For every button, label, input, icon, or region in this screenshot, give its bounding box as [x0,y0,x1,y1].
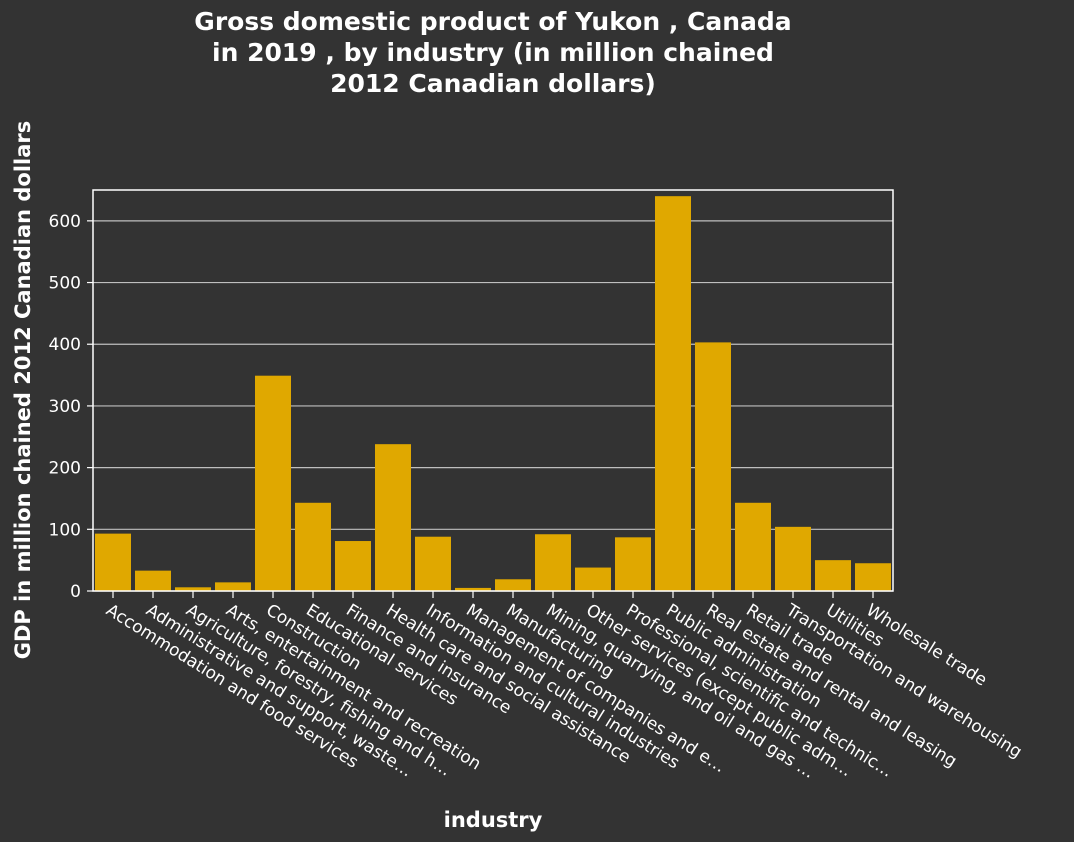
y-tick-label: 600 [49,212,81,232]
bar [95,533,131,591]
grid-lines [93,220,893,592]
chart-title-line: in 2019 , by industry (in million chaine… [212,38,774,67]
y-tick-label: 200 [49,459,81,479]
bar [655,196,691,591]
bar [695,342,731,591]
bar [735,502,771,591]
x-axis-ticks: Accommodation and food servicesAdministr… [102,591,1025,783]
y-axis-ticks: 0 100 200 300 400 500 600 [49,212,93,602]
bar [775,526,811,591]
y-axis-label: GDP in million chained 2012 Canadian dol… [11,121,35,660]
bar [455,587,491,591]
bar [295,502,331,591]
bar [815,560,851,591]
bar [135,570,171,591]
bar [375,444,411,591]
y-tick-label: 400 [49,335,81,355]
y-tick-label: 500 [49,274,81,294]
bar [535,534,571,591]
chart-title-line: 2012 Canadian dollars) [330,69,656,98]
chart-title-line: Gross domestic product of Yukon , Canada [194,7,791,36]
bar [855,563,891,591]
bar [615,537,651,591]
bars [95,196,891,591]
bar [495,579,531,591]
bar [175,587,211,591]
x-axis-label: industry [444,808,543,832]
y-tick-label: 100 [49,520,81,540]
bar [415,536,451,591]
bar [335,541,371,591]
y-tick-label: 300 [49,397,81,417]
y-tick-label: 0 [70,582,81,602]
bar [215,582,251,591]
bar [255,375,291,591]
bar [575,567,611,591]
chart-title: Gross domestic product of Yukon , Canada… [194,7,791,98]
plot-frame [92,189,894,592]
